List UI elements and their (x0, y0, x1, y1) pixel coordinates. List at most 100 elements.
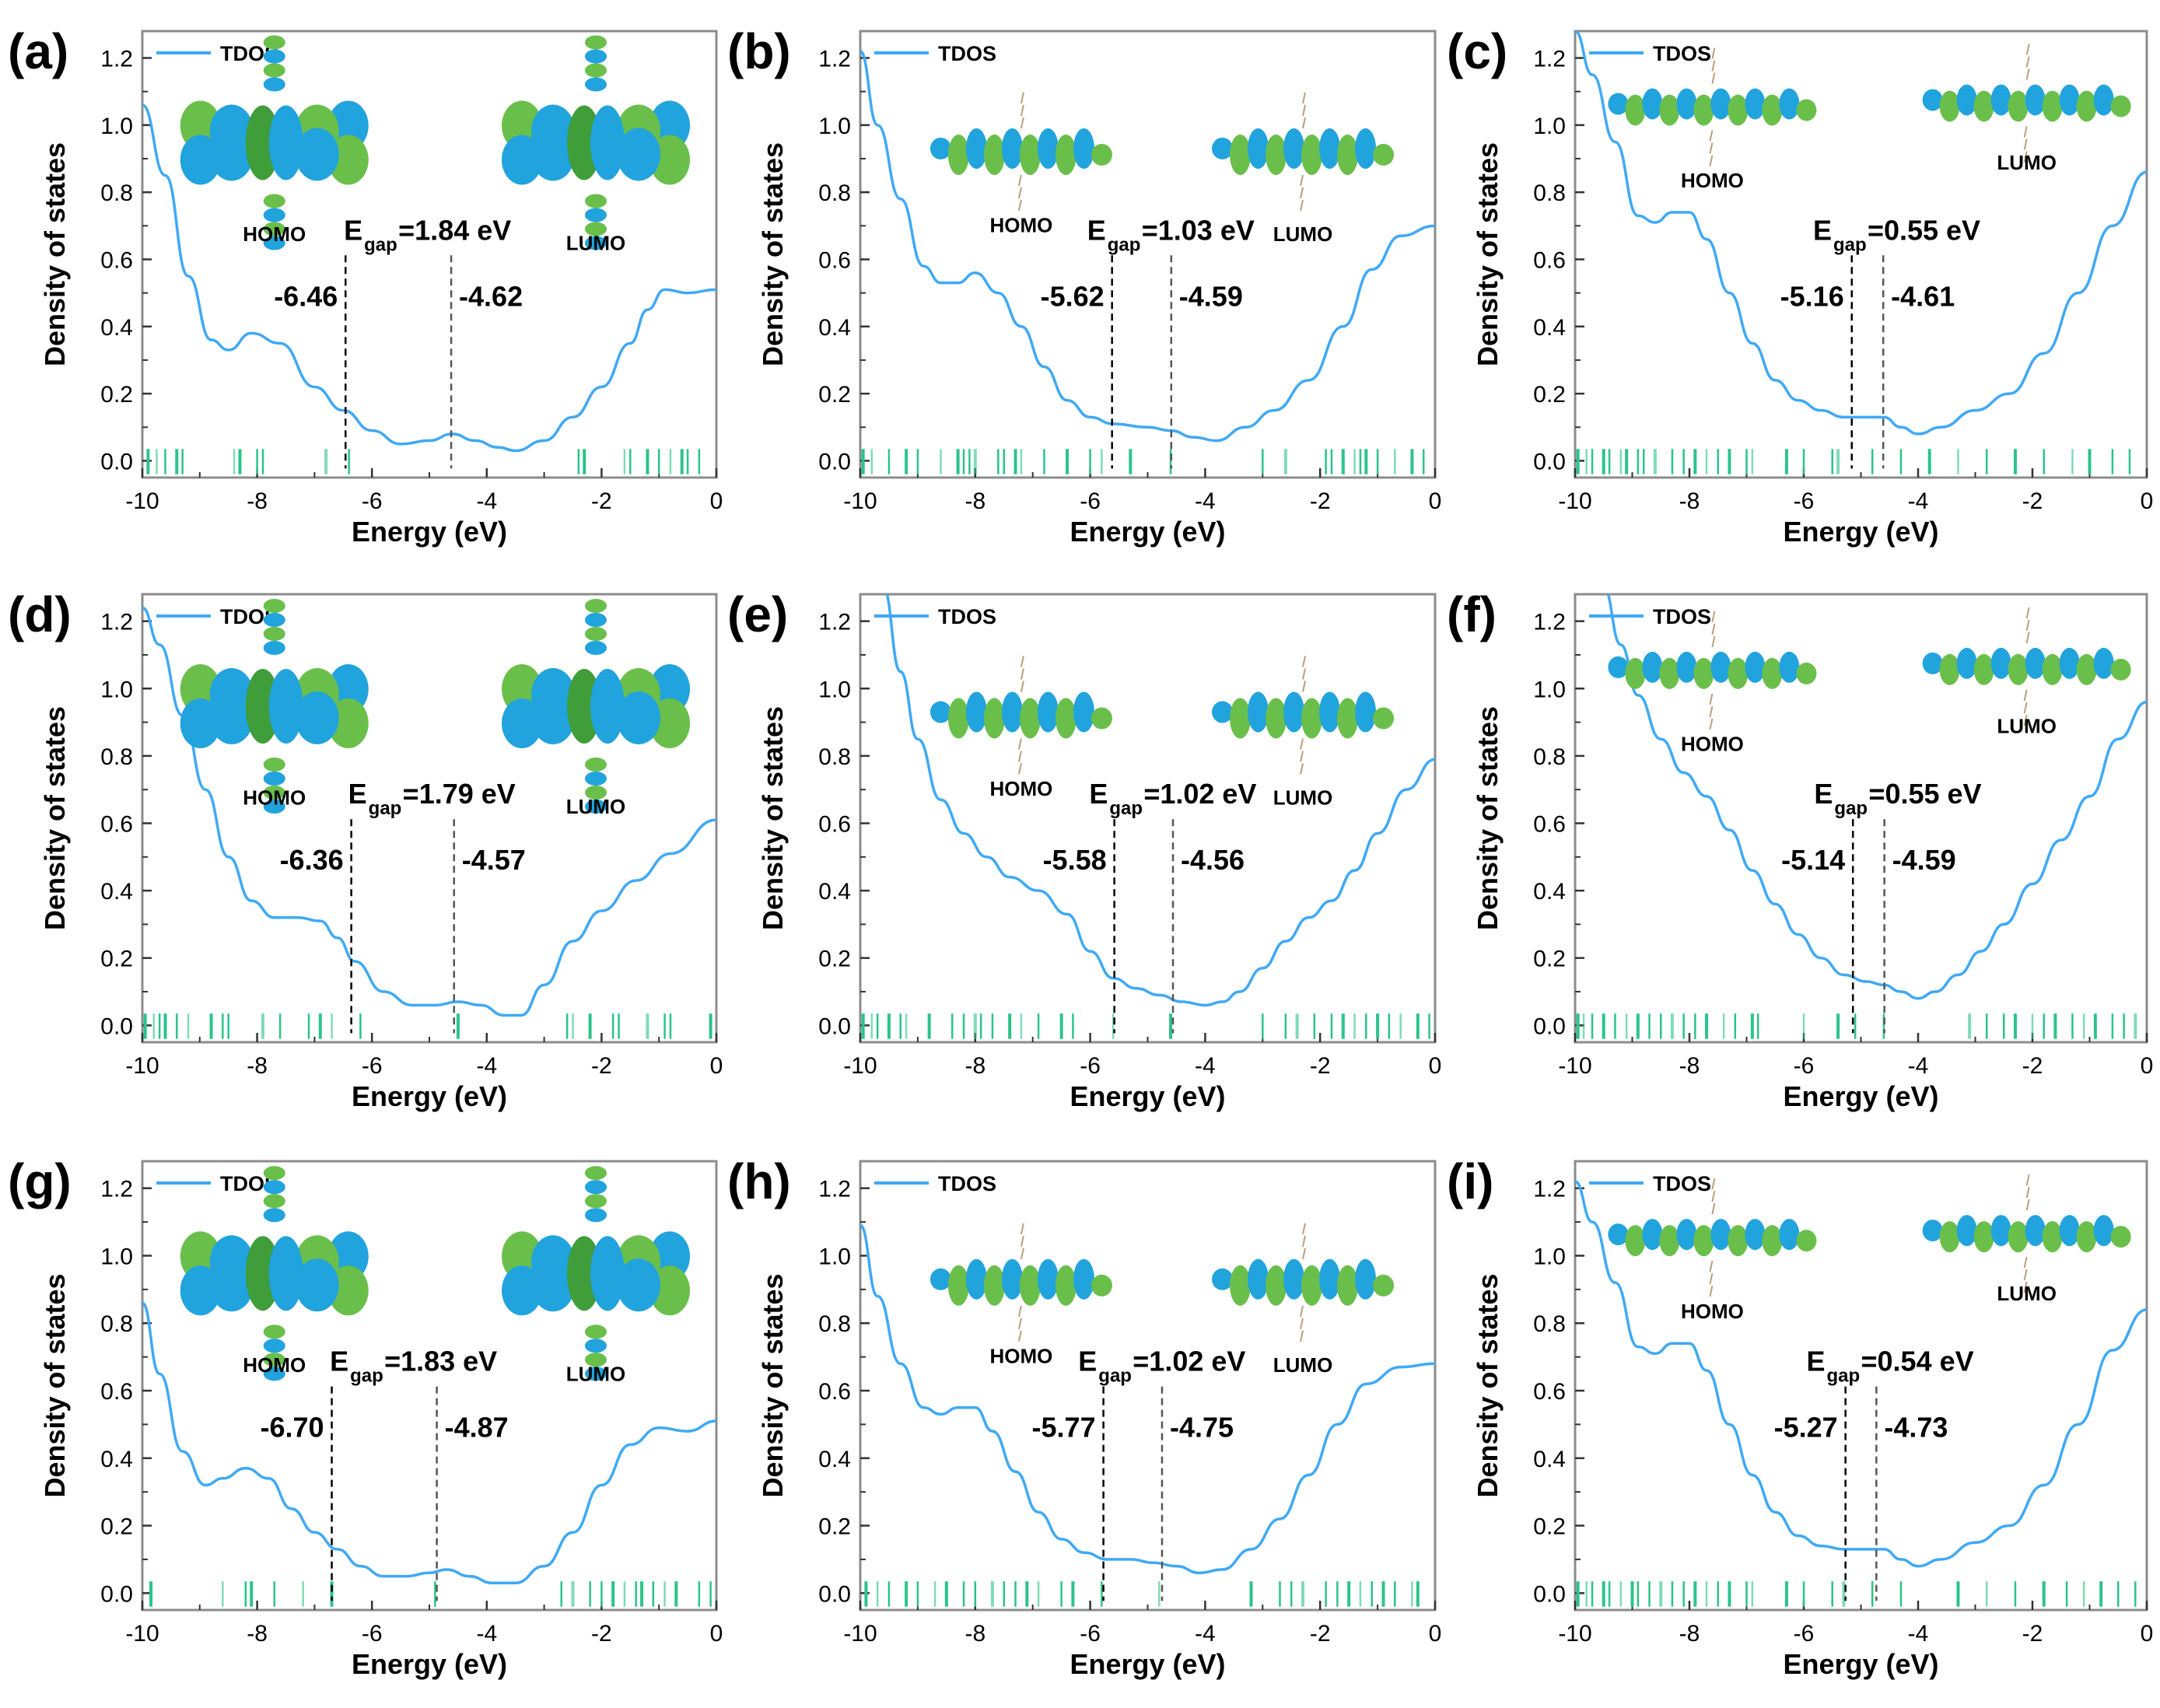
orbital-lobe (1055, 134, 1076, 175)
orbital-lobe (1676, 1219, 1697, 1251)
orbital-bond (1709, 693, 1714, 705)
orbital-lobe (1301, 1265, 1323, 1306)
orbital-lobe (1301, 698, 1323, 739)
x-axis-title: Energy (eV) (1783, 516, 1938, 548)
panel-label: (d) (8, 586, 72, 642)
y-tick-label: 1.2 (818, 47, 851, 72)
x-tick-label: -10 (843, 1621, 877, 1647)
plot-frame (859, 1160, 1437, 1612)
x-tick-label: -8 (964, 1053, 985, 1079)
lumo-text: LUMO (566, 795, 626, 818)
y-axis-title: Density of states (757, 1273, 789, 1497)
orbital-bond (1711, 72, 1716, 84)
lumo-orbital-image (1212, 92, 1395, 212)
y-tick-label: 1.0 (1533, 677, 1566, 702)
x-tick-label: -6 (1794, 488, 1815, 514)
orbital-lobe (1091, 1274, 1112, 1297)
x-tick-label: -8 (964, 1621, 985, 1647)
y-tick-label: 0.0 (1533, 1013, 1566, 1039)
y-axis-title: Density of states (757, 142, 789, 366)
y-tick-label: 0.0 (1533, 449, 1566, 474)
orbital-lobe (1266, 134, 1287, 175)
orbital-lobe (585, 222, 607, 236)
orbital-lobe (1073, 691, 1094, 733)
orbital-lobe (1956, 1215, 1977, 1247)
plot-area (142, 606, 716, 1039)
panel-g: (g) 0.0 0.2 0.4 0.6 0.8 1.0 1.2 -10 -8 -6 -4 -2 0 Ener… (8, 1153, 723, 1680)
orbital-lobe (1266, 1265, 1287, 1306)
orbital-lobe (1659, 657, 1680, 689)
orbital-lobe (1355, 128, 1377, 169)
orbital-lobe (1001, 128, 1023, 169)
egap-subscript: gap (1834, 798, 1868, 819)
orbital-lobe (1693, 1225, 1714, 1257)
x-tick-label: -2 (2022, 1053, 2043, 1079)
orbital-bond (2025, 56, 2030, 68)
orbital-lobe (268, 669, 303, 744)
y-tick-label: 0.2 (1533, 947, 1566, 972)
y-tick-label: 0.4 (100, 1447, 133, 1472)
orbital-lobe (263, 786, 285, 800)
x-tick-label: -4 (476, 488, 497, 514)
legend-label: TDOS (938, 1172, 996, 1195)
y-tick-label: 1.0 (1533, 114, 1566, 139)
egap-value: =1.03 eV (1142, 214, 1255, 246)
orbital-bond (1302, 1223, 1307, 1234)
orbital-lobe (1922, 89, 1943, 111)
orbital-lobe (2076, 90, 2097, 122)
orbital-lobe (263, 194, 285, 208)
orbital-lobe (268, 1236, 303, 1311)
y-tick-label: 1.2 (100, 47, 133, 72)
orbital-lobe (209, 691, 254, 744)
homo-orbital-image (180, 599, 369, 814)
orbital-lobe (1745, 88, 1766, 120)
orbital-lobe (1762, 94, 1783, 126)
x-tick-label: -6 (1080, 1621, 1101, 1647)
lumo-text: LUMO (566, 231, 626, 254)
orbital-lobe (1710, 88, 1731, 120)
y-tick-label: 0.8 (818, 180, 851, 206)
orbital-lobe (1230, 698, 1252, 739)
orbital-lobe (531, 128, 576, 181)
orbital-lobe (1248, 128, 1269, 169)
x-tick-label: -8 (247, 488, 268, 514)
y-axis-title: Density of states (757, 706, 789, 930)
orbital-bond (2025, 607, 2030, 619)
orbital-bond (2023, 1281, 2028, 1293)
egap-label: E (1813, 214, 1832, 246)
x-tick-label: -2 (2022, 1621, 2043, 1647)
orbital-lobe (1990, 1215, 2011, 1247)
x-tick-label: -8 (964, 488, 985, 514)
orbital-lobe (947, 1265, 969, 1306)
y-tick-label: 0.6 (100, 247, 133, 273)
lumo-energy-label: -4.59 (1892, 844, 1956, 876)
orbital-lobe (585, 627, 607, 641)
y-tick-label: 1.0 (818, 114, 851, 139)
orbital-lobe (1693, 657, 1714, 689)
orbital-lobe (590, 1236, 625, 1311)
orbital-lobe (585, 800, 607, 814)
x-tick-label: -4 (1908, 488, 1929, 514)
orbital-bond (1709, 142, 1714, 154)
orbital-bond (1017, 1318, 1022, 1329)
orbital-lobe (947, 134, 969, 175)
y-tick-label: 0.4 (818, 879, 851, 905)
y-tick-label: 0.4 (100, 879, 133, 905)
plot-area (861, 594, 1435, 1039)
y-tick-label: 0.2 (1533, 382, 1566, 408)
orbital-lobe (1779, 88, 1800, 120)
homo-orbital-image (1608, 611, 1817, 730)
orbital-lobe (1973, 653, 1994, 685)
y-tick-label: 0.8 (818, 1311, 851, 1337)
orbital-lobe (1625, 1225, 1646, 1257)
orbital-lobe (1301, 134, 1323, 175)
y-tick-label: 1.0 (100, 114, 133, 139)
x-tick-label: -2 (1310, 488, 1331, 514)
orbital-lobe (585, 208, 607, 222)
orbital-lobe (1728, 1225, 1749, 1257)
y-tick-label: 0.4 (1533, 315, 1566, 341)
y-tick-label: 0.0 (100, 1013, 133, 1039)
orbital-lobe (1248, 1258, 1269, 1300)
orbital-lobe (531, 691, 576, 744)
orbital-lobe (585, 613, 607, 627)
